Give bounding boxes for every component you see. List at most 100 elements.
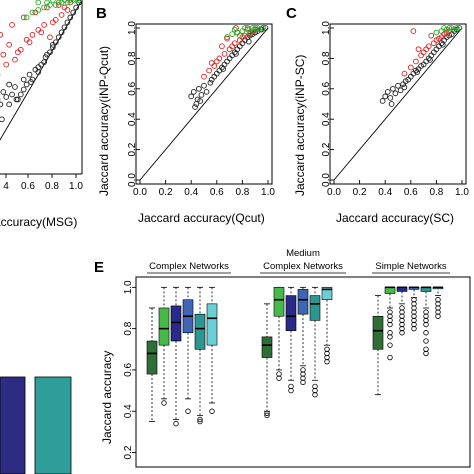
data-point-black (35, 64, 42, 70)
data-point-red (9, 22, 15, 28)
box (273, 287, 285, 317)
data-point-green (70, 0, 77, 3)
data-point-black (12, 84, 18, 90)
outlier-point (399, 317, 405, 324)
data-point-red (208, 60, 215, 66)
data-point-black (201, 82, 207, 89)
data-point-black (64, 19, 71, 26)
outlier-point (264, 412, 270, 419)
data-point-green (239, 28, 246, 34)
y-tick-label: 0.8 (321, 51, 332, 65)
data-point-black (397, 87, 404, 94)
outlier-point (399, 330, 405, 336)
data-point-black (428, 52, 435, 59)
data-point-red (26, 39, 33, 46)
data-point-black (47, 49, 53, 56)
panel-b-letter: B (96, 5, 107, 22)
outlier-point (423, 313, 429, 319)
data-point-green (456, 25, 463, 31)
data-point-black (61, 24, 68, 31)
data-point-red (226, 46, 233, 53)
x-tick-label: 0.8 (45, 181, 59, 192)
data-point-red (0, 51, 7, 58)
data-point-green (236, 32, 243, 39)
data-point-red (3, 61, 10, 68)
data-point-black (439, 41, 446, 48)
data-point-green (234, 29, 241, 36)
outlier-point (387, 342, 393, 348)
data-point-black (390, 85, 396, 92)
data-point-green (257, 26, 264, 33)
data-point-red (430, 40, 437, 47)
panel-e-letter: E (94, 259, 104, 276)
outlier-point (173, 420, 179, 427)
outlier-point (324, 350, 330, 357)
panel-c-points (333, 25, 463, 181)
panel-c-ticks: 0.0 0.2 0.4 0.6 0.8 1.0 0.0 0.2 0.4 0.6 0.8 1.0 (321, 21, 469, 198)
outlier-point (387, 321, 393, 328)
data-point-black (52, 39, 59, 46)
panel-e-plot-box (135, 276, 471, 468)
data-point-black (245, 38, 252, 45)
data-point-green (242, 25, 248, 31)
data-point-black (192, 104, 198, 110)
data-point-red (12, 56, 18, 63)
outlier-point (423, 321, 429, 328)
box (285, 295, 297, 331)
data-point-green (67, 0, 74, 3)
data-point-black (430, 49, 437, 56)
data-point-red (41, 22, 47, 28)
data-point-red (401, 70, 408, 77)
data-point-black (234, 46, 241, 53)
y-tick-label: 0.4 (123, 404, 134, 418)
data-point-green (231, 26, 238, 33)
group-label: Complex Networks (149, 261, 229, 272)
panel-c-y-label: Jaccard accuracy(iNP-SC) (293, 55, 307, 196)
y-tick-label: 0.0 (127, 173, 138, 187)
data-point-black (20, 76, 27, 83)
y-tick-label: 0.2 (123, 445, 134, 459)
data-point-green (224, 34, 230, 40)
outlier-point (411, 317, 417, 324)
data-point-black (0, 89, 7, 95)
data-point-red (211, 63, 218, 69)
box (146, 340, 158, 375)
data-point-black (211, 73, 218, 80)
data-point-black (190, 88, 197, 95)
outlier-point (435, 309, 441, 315)
data-point-black (239, 40, 246, 47)
outlier-point (288, 383, 294, 390)
data-point-black (41, 59, 47, 65)
data-point-black (207, 79, 214, 86)
outlier-point (423, 330, 429, 336)
data-point-red (407, 64, 414, 71)
data-point-black (401, 84, 408, 91)
data-point-black (233, 50, 239, 57)
outlier-point (411, 297, 417, 303)
x-tick-label: 4 (3, 181, 9, 192)
panel-b-x-label: Jaccard accuracy(Qcut) (138, 211, 265, 225)
data-point-red (236, 37, 243, 44)
panel-b-plot-box (135, 23, 273, 185)
panel-b-ticks: 0.0 0.2 0.4 0.6 0.8 1.0 0.0 0.2 0.4 0.6 0.8 1.0 (127, 21, 275, 198)
data-point-green (451, 26, 458, 33)
data-point-red (15, 49, 21, 56)
data-point-black (6, 101, 12, 108)
outlier-point (411, 309, 417, 315)
panel-a-x-label: accuracy(MSG) (0, 215, 77, 229)
outlier-point (324, 358, 330, 365)
data-point-black (20, 86, 27, 93)
y-tick-label: 0.6 (127, 81, 138, 95)
data-point-green (55, 0, 62, 6)
data-point-green (35, 0, 42, 6)
panel-d-bar-1 (0, 376, 26, 474)
data-point-black (213, 70, 220, 77)
data-point-red (0, 31, 4, 38)
data-point-black (236, 43, 243, 50)
outlier-point (387, 313, 393, 319)
panel-a-x-ticks: 4 0.6 0.8 1.0 (3, 174, 83, 192)
outlier-point (387, 354, 393, 361)
outlier-point (324, 354, 330, 361)
box (321, 287, 333, 301)
